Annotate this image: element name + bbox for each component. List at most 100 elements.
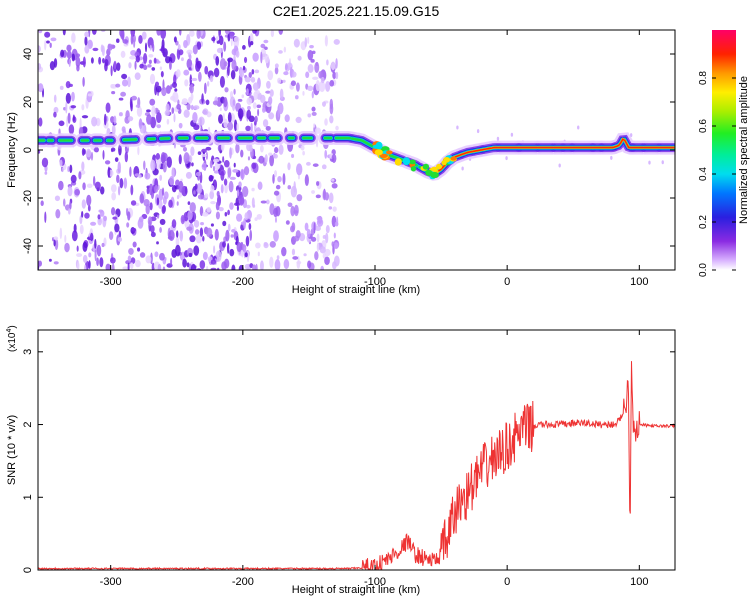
spectrogram-noise-speckle (68, 124, 75, 135)
spectrogram-noise-speckle (254, 69, 260, 74)
spectrogram-noise-speckle (137, 247, 141, 252)
spectrogram-noise-speckle (70, 105, 77, 109)
spectrogram-noise-speckle (175, 244, 181, 257)
spectrogram-noise-speckle (102, 150, 105, 160)
spectrogram-noise-speckle (153, 57, 157, 64)
spectrogram-noise-speckle (192, 44, 198, 55)
spectrogram-noise-speckle (229, 147, 232, 159)
spectrogram-noise-speckle (216, 47, 223, 54)
spectrogram-noise-speckle (476, 129, 480, 134)
spectrogram-noise-speckle (195, 234, 202, 244)
spectrogram-noise-speckle (231, 59, 237, 71)
spectrogram-noise-speckle (150, 159, 156, 172)
spectrogram-noise-speckle (297, 174, 301, 180)
spectrogram-noise-speckle (38, 117, 43, 127)
spectrogram-noise-speckle (176, 48, 181, 60)
spectrogram-noise-speckle (319, 246, 326, 254)
spectrogram-noise-speckle (296, 163, 303, 176)
spectrogram-noise-speckle (108, 231, 114, 240)
spectrogram-noise-speckle (277, 175, 282, 183)
spectrogram-noise-speckle (49, 60, 56, 71)
spectrogram-noise-speckle (251, 68, 255, 75)
spectrogram-noise-speckle (70, 174, 77, 183)
spectrogram-noise-speckle (79, 224, 84, 235)
spectrogram-noise-speckle (235, 143, 240, 154)
spectrogram-noise-speckle (115, 83, 121, 88)
spectrogram-noise-speckle (294, 95, 299, 100)
spectrogram-noise-speckle (329, 115, 334, 124)
spectrogram-noise-speckle (127, 76, 131, 88)
spectrogram-noise-speckle (282, 79, 286, 83)
spectrogram-ridge-blob (422, 163, 430, 170)
snr-frame (37, 329, 676, 571)
spectrogram-noise-speckle (238, 181, 242, 188)
spectrogram-noise-speckle (223, 41, 227, 52)
spectrogram-noise-speckle (325, 225, 330, 234)
spectrogram-x-tick-label: -100 (364, 276, 386, 288)
spectrogram-noise-speckle (289, 66, 293, 79)
spectrogram-ridge-segment (350, 137, 374, 148)
spectrogram-noise-speckle (324, 256, 330, 266)
spectrogram-noise-speckle (221, 261, 227, 270)
spectrogram-noise-speckle (269, 256, 274, 268)
spectrogram-y-tick-label: -20 (22, 190, 34, 206)
spectrogram-noise-speckle (496, 136, 500, 141)
spectrogram-ridge-blob (394, 158, 402, 166)
spectrogram-noise-speckle (109, 257, 116, 264)
spectrogram-noise-speckle (213, 67, 220, 78)
spectrogram-noise-speckle (236, 189, 240, 197)
spectrogram-noise-speckle (88, 252, 92, 258)
spectrogram-noise-speckle (76, 261, 80, 270)
spectrogram-noise-speckle (510, 132, 514, 137)
spectrogram-noise-speckle (235, 50, 240, 58)
spectrogram-noise-speckle (149, 73, 156, 85)
spectrogram-noise-speckle (134, 72, 141, 80)
spectrogram-noise-speckle (268, 96, 273, 105)
spectrogram-noise-speckle (264, 154, 268, 164)
spectrogram-noise-speckle (195, 171, 201, 177)
spectrogram-noise-speckle (202, 108, 209, 116)
spectrogram-noise-speckle (186, 262, 190, 268)
spectrogram-noise-speckle (302, 150, 305, 156)
spectrogram-noise-speckle (296, 194, 303, 202)
spectrogram-noise-speckle (304, 174, 309, 187)
spectrogram-ridge-blob (441, 160, 447, 166)
spectrogram-x-tick-label: -300 (100, 276, 122, 288)
spectrogram-ridge-blob (450, 156, 457, 161)
spectrogram-noise-speckle (118, 112, 123, 117)
spectrogram-y-tick-label: 0 (22, 147, 34, 153)
spectrogram-noise-speckle (183, 152, 190, 165)
spectrogram-noise-speckle (99, 257, 104, 268)
spectrogram-noise-speckle (160, 70, 164, 78)
spectrogram-noise-speckle (128, 248, 134, 255)
spectrogram-noise-speckle (151, 67, 156, 71)
spectrogram-noise-speckle (269, 240, 276, 248)
spectrogram-noise-speckle (257, 108, 260, 117)
spectrogram-noise-speckle (44, 171, 48, 175)
spectrogram-noise-speckle (194, 229, 200, 235)
spectrogram-noise-speckle (107, 43, 111, 52)
spectrogram-noise-speckle (190, 263, 197, 270)
spectrogram-noise-speckle (244, 252, 248, 258)
spectrogram-noise-speckle (124, 151, 129, 163)
spectrogram-noise-speckle (216, 267, 220, 270)
spectrogram-noise-speckle (188, 54, 192, 60)
spectrogram-noise-speckle (110, 83, 115, 89)
spectrogram-noise-speckle (38, 150, 41, 154)
spectrogram-x-tick-label: -200 (232, 276, 254, 288)
spectrogram-noise-speckle (68, 58, 71, 68)
spectrogram-noise-speckle (53, 236, 59, 241)
spectrogram-noise-speckle (307, 36, 310, 45)
spectrogram-noise-speckle (82, 241, 88, 253)
spectrogram-noise-speckle (79, 215, 83, 225)
spectrogram-noise-speckle (94, 249, 97, 262)
spectrogram-noise-speckle (63, 198, 66, 207)
spectrogram-noise-speckle (131, 227, 137, 232)
colorbar-label: Normalized spectral amplitude (738, 76, 750, 224)
spectrogram-noise-speckle (315, 194, 321, 199)
spectrogram-y-axis-label: Frequency (Hz) (6, 112, 18, 188)
spectrogram-noise-speckle (215, 211, 220, 220)
spectrogram-noise-speckle (91, 116, 98, 127)
spectrogram-noise-speckle (210, 201, 216, 205)
spectrogram-noise-speckle (253, 91, 258, 101)
